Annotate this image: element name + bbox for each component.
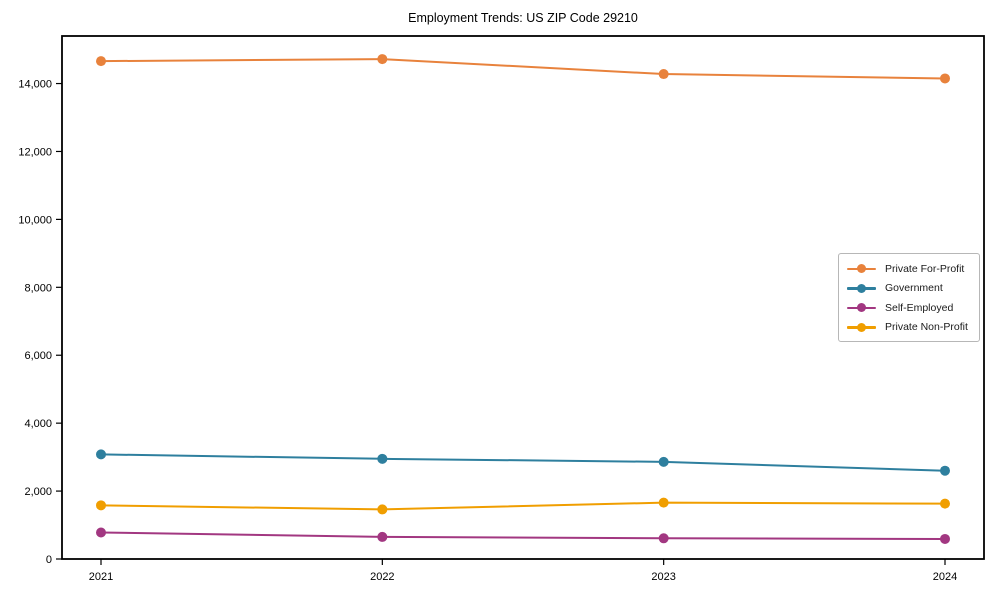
y-tick-label: 0 [46, 554, 52, 566]
legend-item-private-non-profit: Private Non-Profit [847, 318, 972, 337]
legend-marker-icon [847, 322, 876, 332]
y-tick-label: 8,000 [24, 282, 52, 294]
legend-marker-icon [847, 264, 876, 274]
legend-item-self-employed: Self-Employed [847, 298, 972, 317]
series-line-self-employed [100, 531, 946, 540]
legend-label: Self-Employed [885, 301, 954, 314]
legend-label: Private Non-Profit [885, 321, 968, 334]
x-tick-label: 2023 [651, 571, 675, 583]
series-point-self-employed [940, 533, 950, 544]
series-point-self-employed [377, 531, 388, 542]
series-point-government [377, 453, 388, 464]
x-tick-label: 2021 [89, 571, 113, 583]
legend-marker-icon [847, 303, 876, 313]
y-tick-label: 10,000 [18, 214, 52, 226]
legend-item-government: Government [847, 279, 972, 298]
chart-title: Employment Trends: US ZIP Code 29210 [408, 11, 638, 25]
series-point-government [658, 456, 669, 467]
series-point-private-for-profit [96, 56, 106, 67]
series-point-private-non-profit [96, 500, 106, 511]
series-line-private-non-profit [100, 501, 946, 511]
series-point-self-employed [658, 533, 669, 544]
plot-border [61, 35, 985, 560]
series-point-government [940, 465, 950, 476]
series-point-self-employed [96, 527, 106, 538]
x-tick-label: 2022 [370, 571, 394, 583]
y-tick-label: 6,000 [24, 350, 52, 362]
series-point-private-for-profit [940, 73, 950, 84]
y-tick-label: 2,000 [24, 486, 52, 498]
legend-label: Private For-Profit [885, 262, 965, 275]
legend-item-private-for-profit: Private For-Profit [847, 259, 972, 278]
y-tick-label: 12,000 [18, 146, 52, 158]
series-point-private-non-profit [940, 498, 950, 509]
y-tick-label: 14,000 [18, 79, 52, 91]
series-point-private-for-profit [377, 54, 388, 65]
series-point-private-for-profit [658, 69, 669, 80]
legend: Private For-Profit Government Self-Employe… [838, 253, 980, 342]
legend-marker-icon [847, 283, 876, 293]
series-point-government [96, 449, 106, 460]
series-line-government [100, 453, 946, 472]
x-tick-label: 2024 [933, 571, 957, 583]
series-point-private-non-profit [658, 497, 669, 508]
series-point-private-non-profit [377, 504, 388, 515]
y-tick-label: 4,000 [24, 418, 52, 430]
series-line-private-for-profit [100, 58, 946, 80]
legend-label: Government [885, 282, 943, 295]
